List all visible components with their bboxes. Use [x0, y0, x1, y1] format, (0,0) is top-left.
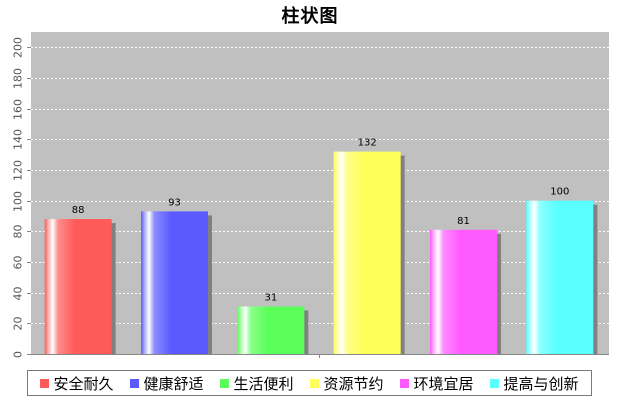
- legend-swatch: [400, 378, 410, 388]
- y-axis-ticks: 0 20 40 60 80 100 120 140 160 180 200: [12, 37, 31, 358]
- y-tick-label: 120: [12, 160, 25, 181]
- y-tick-label: 200: [12, 37, 25, 58]
- bar: [141, 211, 208, 354]
- legend-swatch: [130, 378, 140, 388]
- bar-value-label: 88: [72, 205, 85, 216]
- y-tick-label: 180: [12, 68, 25, 89]
- chart-title: 柱状图: [281, 6, 339, 27]
- bar-value-label: 132: [358, 138, 377, 149]
- bar-value-label: 100: [550, 187, 569, 198]
- bar: [44, 219, 112, 354]
- legend-label: 资源节约: [323, 374, 384, 393]
- legend-label: 环境宜居: [413, 374, 474, 393]
- y-tick-label: 80: [12, 225, 25, 239]
- y-tick-label: 60: [12, 256, 25, 270]
- legend-label: 健康舒适: [143, 374, 204, 393]
- bar-value-label: 81: [457, 216, 470, 227]
- bar-value-label: 31: [264, 292, 277, 303]
- legend-item: 提高与创新: [490, 373, 579, 394]
- legend-swatch: [220, 378, 230, 388]
- bar: [237, 306, 305, 354]
- y-tick-label: 20: [12, 317, 25, 331]
- legend-item: 健康舒适: [130, 373, 204, 394]
- bar: [430, 229, 497, 354]
- legend-item: 生活便利: [220, 373, 294, 394]
- legend-swatch: [40, 378, 50, 388]
- bar-value-label: 93: [168, 197, 181, 208]
- legend-swatch: [310, 378, 320, 388]
- plot-area: [31, 32, 609, 354]
- y-tick-label: 100: [12, 191, 25, 212]
- data-labels: 88 93 31 132 81 100: [72, 138, 570, 304]
- legend-item: 安全耐久: [40, 373, 114, 394]
- y-tick-label: 40: [12, 287, 25, 301]
- bars: [44, 151, 598, 354]
- legend-label: 安全耐久: [53, 374, 114, 393]
- legend: 安全耐久 健康舒适 生活便利 资源节约 环境宜居 提高与创新: [27, 370, 592, 396]
- bar: [526, 200, 594, 354]
- legend-label: 提高与创新: [503, 374, 579, 393]
- y-tick-label: 160: [12, 99, 25, 120]
- grid-lines: [31, 47, 609, 324]
- bar: [333, 151, 401, 354]
- legend-label: 生活便利: [233, 374, 294, 393]
- legend-item: 环境宜居: [400, 373, 474, 394]
- legend-swatch: [490, 378, 500, 388]
- y-tick-label: 0: [12, 351, 25, 358]
- y-tick-label: 140: [12, 129, 25, 150]
- legend-item: 资源节约: [310, 373, 384, 394]
